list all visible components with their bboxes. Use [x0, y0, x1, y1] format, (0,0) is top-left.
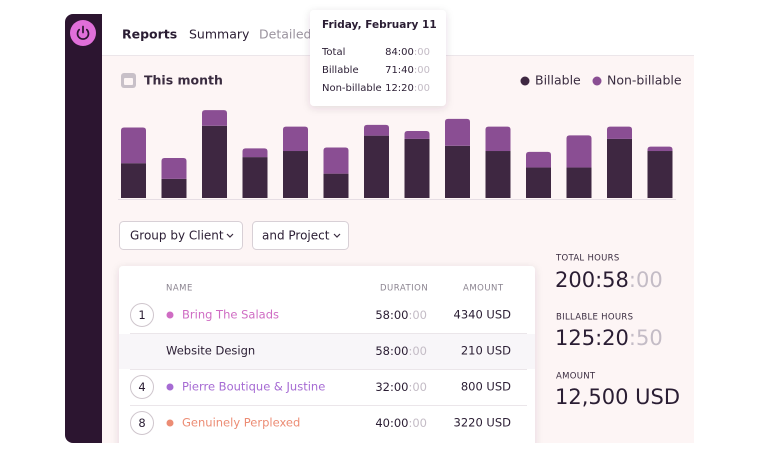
- duration-main: 58:00: [375, 308, 408, 322]
- row-duration: 32:00:00: [375, 380, 427, 394]
- dropdown[interactable]: and Project: [252, 221, 349, 250]
- bar-segment: [242, 148, 268, 158]
- row-amount: 210 USD: [461, 344, 511, 358]
- row-index-badge: [130, 375, 154, 399]
- bar-segment: [161, 157, 187, 179]
- row-name: Website Design: [166, 344, 255, 358]
- duration-seconds: :00: [408, 344, 427, 358]
- bar-segment: [283, 126, 308, 152]
- row-duration: 58:00:00: [375, 308, 427, 322]
- bar-segment: [121, 163, 146, 198]
- bar-segment: [526, 151, 551, 168]
- duration-main: 58:00: [375, 344, 408, 358]
- bar-segment: [364, 135, 389, 198]
- summary-value: 125:20:50: [555, 326, 663, 350]
- bar-segment: [647, 151, 673, 198]
- bar-segment: [566, 135, 592, 168]
- dropdown-label: and Project: [262, 229, 330, 243]
- bar-segment: [404, 131, 430, 139]
- tab[interactable]: Reports: [122, 27, 177, 42]
- bar-segment: [161, 178, 187, 198]
- dropdown[interactable]: Group by Client: [119, 221, 243, 250]
- calendar-icon: [121, 73, 136, 88]
- bar-segment: [404, 138, 430, 198]
- tooltip-value: 71:40:00: [385, 65, 430, 76]
- row-amount: 800 USD: [461, 380, 511, 394]
- row-amount: 4340 USD: [454, 308, 512, 322]
- power-button[interactable]: [70, 20, 96, 46]
- duration-seconds: :00: [408, 416, 427, 430]
- bar-segment: [485, 151, 511, 198]
- tooltip-label: Billable: [322, 65, 359, 76]
- legend-swatch: [592, 76, 602, 86]
- bar-segment: [202, 110, 227, 126]
- chart-title: This month: [144, 73, 223, 88]
- tab[interactable]: Summary: [189, 27, 250, 42]
- bar-segment: [323, 147, 349, 174]
- tooltip-label: Total: [321, 47, 345, 58]
- bar-segment: [242, 157, 268, 198]
- duration-main: 40:00: [375, 416, 408, 430]
- row-index: 8: [138, 416, 145, 430]
- row-amount: 3220 USD: [454, 416, 512, 430]
- row-duration: 40:00:00: [375, 416, 427, 430]
- summary-value: 200:58:00: [555, 268, 663, 292]
- row-name: Pierre Boutique & Justine: [182, 380, 325, 394]
- bar-segment: [445, 118, 470, 146]
- row-duration: 58:00:00: [375, 344, 427, 358]
- bottom-mask: [0, 443, 758, 450]
- table: NAME DURATION AMOUNT: [119, 266, 535, 450]
- row-index-badge: [130, 411, 154, 435]
- tooltip-label: Non-billable: [322, 83, 382, 94]
- duration-main: 32:00: [375, 380, 408, 394]
- column-header: DURATION: [380, 284, 428, 294]
- bar-segment: [323, 173, 349, 198]
- column-header: AMOUNT: [463, 284, 504, 294]
- summary-label: AMOUNT: [556, 372, 596, 382]
- client-dot: [166, 311, 174, 319]
- tooltip: Friday, February 11 Total 84:00:00 Billa…: [310, 10, 446, 106]
- row-name: Genuinely Perplexed: [182, 416, 300, 430]
- bar-segment: [445, 145, 470, 198]
- bar-segment: [566, 167, 592, 198]
- bar-segment: [526, 167, 551, 198]
- client-dot: [166, 419, 174, 427]
- tab[interactable]: Detailed: [259, 27, 311, 42]
- bar-segment: [485, 126, 511, 152]
- summary-label: BILLABLE HOURS: [556, 313, 633, 323]
- bar-segment: [364, 124, 389, 136]
- column-header: NAME: [166, 284, 193, 294]
- bar-segment: [283, 151, 308, 198]
- dropdown-label: Group by Client: [130, 229, 224, 243]
- sidebar: [65, 14, 102, 443]
- duration-seconds: :00: [408, 308, 427, 322]
- bar-segment: [607, 126, 632, 139]
- bar-segment: [202, 125, 227, 198]
- bar-segment: [647, 146, 673, 152]
- bar-segment: [607, 138, 632, 198]
- row-index: 1: [138, 308, 145, 322]
- bar-segment: [121, 127, 146, 164]
- row-index-badge: [130, 303, 154, 327]
- duration-seconds: :00: [408, 380, 427, 394]
- tooltip-date: Friday, February 11: [322, 19, 437, 31]
- summary-label: TOTAL HOURS: [555, 254, 620, 264]
- legend-label: Billable: [535, 73, 581, 88]
- row-index: 4: [138, 380, 145, 394]
- client-dot: [166, 383, 174, 391]
- row-name: Bring The Salads: [182, 308, 279, 322]
- summary-value: 12,500 USD: [555, 385, 680, 409]
- tooltip-value: 12:20:00: [385, 83, 430, 94]
- legend-swatch: [520, 76, 530, 86]
- tooltip-value: 84:00:00: [385, 47, 430, 58]
- legend-label: Non-billable: [607, 73, 682, 88]
